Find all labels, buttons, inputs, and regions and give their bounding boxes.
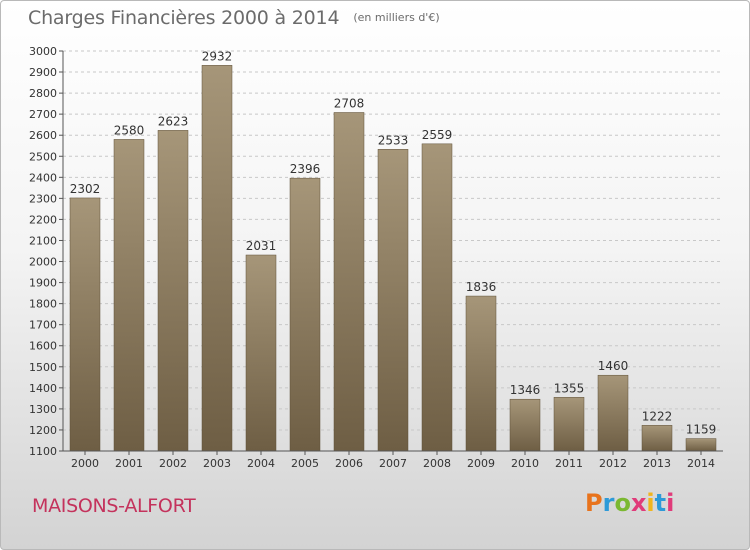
data-label: 1222 xyxy=(642,409,673,423)
x-tick-label: 2004 xyxy=(247,457,275,470)
bar-2001 xyxy=(113,139,145,452)
y-tick-label: 1400 xyxy=(29,382,57,395)
x-tick-label: 2014 xyxy=(687,457,715,470)
x-tick-label: 2007 xyxy=(379,457,407,470)
y-tick-label: 2000 xyxy=(29,256,57,269)
y-tick-label: 2600 xyxy=(29,129,57,142)
bar-2007 xyxy=(377,149,409,452)
x-tick-label: 2005 xyxy=(291,457,319,470)
bars xyxy=(69,65,717,452)
chart-title: Charges Financières 2000 à 2014 xyxy=(28,7,340,29)
logo-letter: i xyxy=(666,489,675,517)
data-label: 2580 xyxy=(114,123,145,137)
axes xyxy=(62,51,723,452)
x-tick-label: 2011 xyxy=(555,457,583,470)
y-tick-label: 1300 xyxy=(29,403,57,416)
y-tick-label: 2900 xyxy=(29,66,57,79)
x-axis-ticks: 2000 2001 2002 2003 2004 2005 2006 2007 2008 2009… xyxy=(71,451,715,470)
data-label: 2396 xyxy=(290,162,321,176)
bar-2002 xyxy=(157,130,189,452)
y-tick-label: 1500 xyxy=(29,361,57,374)
data-label: 1346 xyxy=(510,383,541,397)
logo-letter: P xyxy=(585,489,603,517)
x-tick-label: 2003 xyxy=(203,457,231,470)
data-label: 2031 xyxy=(246,239,277,253)
bar-2011 xyxy=(553,397,585,452)
data-labels: 2302 2580 2623 2932 2031 2396 2708 2533 2559 1836… xyxy=(70,49,717,436)
logo-letter: o xyxy=(614,489,631,517)
x-tick-label: 2009 xyxy=(467,457,495,470)
proxiti-logo[interactable]: Proxiti xyxy=(585,489,674,517)
x-tick-label: 2006 xyxy=(335,457,363,470)
bar-2004 xyxy=(245,254,277,452)
y-tick-label: 2100 xyxy=(29,234,57,247)
bar-2003 xyxy=(201,65,233,452)
data-label: 2623 xyxy=(158,114,189,128)
title-row: Charges Financières 2000 à 2014 (en milli… xyxy=(28,7,440,29)
x-tick-label: 2000 xyxy=(71,457,99,470)
x-tick-label: 2008 xyxy=(423,457,451,470)
y-tick-label: 2400 xyxy=(29,171,57,184)
data-label: 1355 xyxy=(554,381,585,395)
city-name: MAISONS-ALFORT xyxy=(32,495,196,517)
x-tick-label: 2013 xyxy=(643,457,671,470)
data-label: 1836 xyxy=(466,280,497,294)
y-tick-label: 1900 xyxy=(29,277,57,290)
y-tick-label: 1800 xyxy=(29,298,57,311)
y-tick-label: 2300 xyxy=(29,192,57,205)
data-label: 1159 xyxy=(686,423,717,437)
y-tick-label: 1600 xyxy=(29,340,57,353)
bar-2014 xyxy=(685,438,717,452)
x-tick-label: 2001 xyxy=(115,457,143,470)
bar-2000 xyxy=(69,197,101,452)
bar-2009 xyxy=(465,295,497,452)
logo-letter: t xyxy=(654,489,667,517)
data-label: 1460 xyxy=(598,359,629,373)
y-tick-label: 2800 xyxy=(29,87,57,100)
data-label: 2708 xyxy=(334,96,365,110)
bar-2010 xyxy=(509,398,541,452)
data-label: 2533 xyxy=(378,133,409,147)
data-label: 2302 xyxy=(70,182,101,196)
bar-2008 xyxy=(421,143,453,452)
y-tick-label: 1100 xyxy=(29,445,57,458)
y-tick-label: 2500 xyxy=(29,150,57,163)
x-tick-label: 2002 xyxy=(159,457,187,470)
y-axis-ticks: 1100 1200 1300 1400 1500 1600 1700 1800 1900 2000… xyxy=(29,45,63,458)
y-tick-label: 2700 xyxy=(29,108,57,121)
x-tick-label: 2010 xyxy=(511,457,539,470)
y-tick-label: 1200 xyxy=(29,424,57,437)
logo-letter: x xyxy=(630,489,647,517)
data-label: 2559 xyxy=(422,128,453,142)
logo-letter: i xyxy=(646,489,655,517)
bar-2013 xyxy=(641,425,673,452)
data-label: 2932 xyxy=(202,49,233,63)
x-tick-label: 2012 xyxy=(599,457,627,470)
bar-2005 xyxy=(289,177,321,452)
chart-subtitle: (en milliers d'€) xyxy=(353,11,440,24)
y-tick-label: 2200 xyxy=(29,213,57,226)
bar-2006 xyxy=(333,112,365,452)
y-tick-label: 3000 xyxy=(29,45,57,58)
logo-letter: r xyxy=(602,489,615,517)
y-tick-label: 1700 xyxy=(29,319,57,332)
bar-2012 xyxy=(597,374,629,452)
